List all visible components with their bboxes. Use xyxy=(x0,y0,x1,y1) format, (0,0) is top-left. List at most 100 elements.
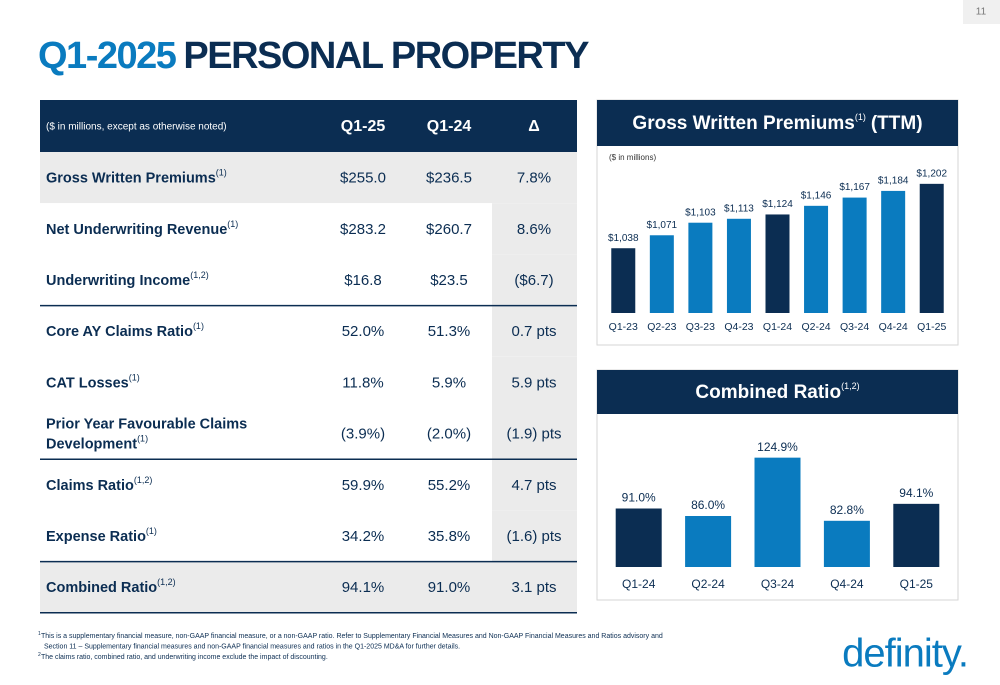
row-label: CAT Losses(1) xyxy=(46,373,140,391)
cell-value: 3.1 pts xyxy=(511,579,556,596)
bar-value-label: 91.0% xyxy=(622,491,656,505)
cell-value: 59.9% xyxy=(342,477,385,494)
bar xyxy=(881,190,906,313)
cell-value: 11.8% xyxy=(342,374,383,391)
row-label-text: Gross Written Premiums xyxy=(46,170,216,186)
slide-title: Q1-2025 PERSONAL PROPERTY xyxy=(38,35,589,77)
title-rest: PERSONAL PROPERTY xyxy=(183,35,589,77)
row-label-note: (1,2) xyxy=(190,270,209,280)
bar-value-label: $1,146 xyxy=(801,190,832,201)
row-label-note: (1) xyxy=(137,434,148,444)
cell-value: (1.6) pts xyxy=(506,528,561,545)
table-header: Q1-24 xyxy=(427,118,472,135)
delta-col-bg xyxy=(492,152,577,204)
footnote: 2The claims ratio, combined ratio, and u… xyxy=(38,652,328,661)
footnote-text: The claims ratio, combined ratio, and un… xyxy=(41,654,328,661)
row-label: Gross Written Premiums(1) xyxy=(46,168,227,186)
bar-value-label: 124.9% xyxy=(757,440,798,454)
bar xyxy=(893,503,940,567)
footnote: Section 11 – Supplementary financial mea… xyxy=(44,643,460,650)
bar xyxy=(842,197,867,313)
x-tick-label: Q3-23 xyxy=(686,321,715,333)
delta-col-bg xyxy=(492,356,577,408)
delta-col-bg xyxy=(492,561,577,613)
x-tick-label: Q2-24 xyxy=(801,321,830,333)
cell-value: $236.5 xyxy=(426,170,472,187)
cell-value: (3.9%) xyxy=(341,426,385,443)
row-bg xyxy=(40,305,577,357)
cell-value: 0.7 pts xyxy=(511,323,556,340)
row-label-text: Development xyxy=(46,436,137,452)
chart-header xyxy=(597,370,958,414)
cell-value: 4.7 pts xyxy=(511,477,556,494)
delta-col-bg xyxy=(492,305,577,357)
row-bg xyxy=(40,356,577,408)
row-bg xyxy=(40,408,577,460)
table-header: Q1-25 xyxy=(341,118,386,135)
row-label-note: (1) xyxy=(146,526,157,536)
footnote-marker: 2 xyxy=(38,652,41,658)
chart-header xyxy=(597,100,958,146)
cell-value: $16.8 xyxy=(344,272,382,289)
row-label-note: (1,2) xyxy=(134,475,153,485)
x-tick-label: Q2-23 xyxy=(647,321,676,333)
footnote-text: Section 11 – Supplementary financial mea… xyxy=(44,643,460,650)
row-label-note: (1,2) xyxy=(157,578,176,588)
x-tick-label: Q1-23 xyxy=(609,321,638,333)
cell-value: 91.0% xyxy=(428,579,471,596)
cell-value: 8.6% xyxy=(517,221,551,238)
cell-value: $260.7 xyxy=(426,221,472,238)
title-highlight: Q1-2025 xyxy=(38,35,177,77)
chart-title-text: Combined Ratio xyxy=(695,382,841,403)
bar-value-label: $1,113 xyxy=(724,203,754,214)
x-tick-label: Q1-25 xyxy=(917,321,946,333)
footnote-text: This is a supplementary financial measur… xyxy=(41,633,663,640)
delta-col-bg xyxy=(492,254,577,306)
chart-title: Gross Written Premiums(1) (TTM) xyxy=(632,112,922,134)
footnote-marker: 1 xyxy=(38,631,41,637)
row-bg xyxy=(40,152,577,204)
x-tick-label: Q1-24 xyxy=(622,577,656,591)
row-label: Development(1) xyxy=(46,434,148,452)
x-tick-label: Q2-24 xyxy=(691,577,725,591)
row-bg xyxy=(40,459,577,511)
logo: definity. xyxy=(842,632,968,676)
x-tick-label: Q4-23 xyxy=(724,321,753,333)
row-label-text: Claims Ratio xyxy=(46,478,134,494)
row-bg xyxy=(40,510,577,562)
chart-title-note: (1,2) xyxy=(841,381,860,391)
bar xyxy=(726,218,751,313)
row-label-text: Net Underwriting Revenue xyxy=(46,222,227,238)
row-bg xyxy=(40,254,577,306)
row-label-note: (1) xyxy=(216,168,227,178)
bar-value-label: 82.8% xyxy=(830,503,864,517)
chart-title-suffix: (TTM) xyxy=(871,113,923,134)
row-label-text: Prior Year Favourable Claims xyxy=(46,416,247,432)
row-label: Core AY Claims Ratio(1) xyxy=(46,322,204,340)
cell-value: 34.2% xyxy=(342,528,385,545)
bar xyxy=(685,516,732,567)
bar-value-label: $1,202 xyxy=(916,168,947,179)
row-label-text: Core AY Claims Ratio xyxy=(46,324,193,340)
row-label-note: (1) xyxy=(227,219,238,229)
delta-col-bg xyxy=(492,510,577,562)
row-label-note: (1) xyxy=(193,322,204,332)
cell-value: 5.9% xyxy=(432,374,466,391)
cell-value: 7.8% xyxy=(517,170,551,187)
cell-value: $23.5 xyxy=(430,272,468,289)
x-tick-label: Q3-24 xyxy=(761,577,795,591)
delta-col-bg xyxy=(492,408,577,460)
bar-value-label: $1,103 xyxy=(685,207,716,218)
cell-value: 94.1% xyxy=(342,579,385,596)
row-label: Claims Ratio(1,2) xyxy=(46,475,152,493)
bar xyxy=(804,205,829,313)
row-label: Net Underwriting Revenue(1) xyxy=(46,219,238,237)
table-header-bg xyxy=(40,100,577,152)
row-label-text: Expense Ratio xyxy=(46,529,146,545)
table-header: Δ xyxy=(528,118,540,135)
row-bg xyxy=(40,561,577,613)
bar xyxy=(611,248,636,313)
bar xyxy=(649,235,674,313)
row-label-text: CAT Losses xyxy=(46,375,129,391)
